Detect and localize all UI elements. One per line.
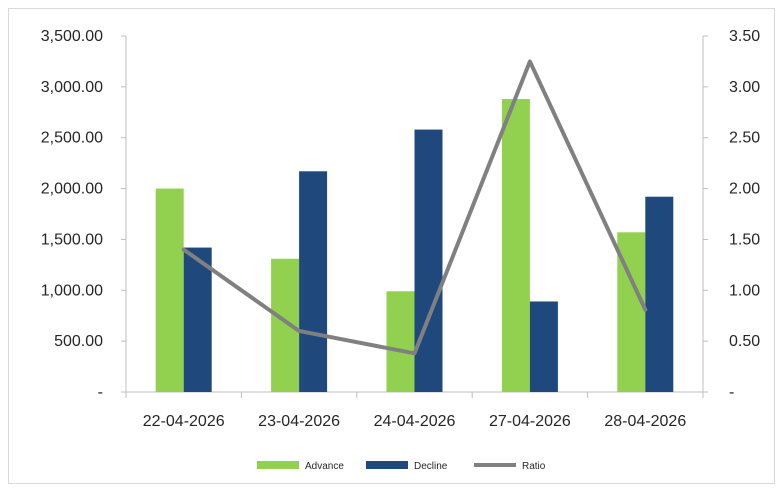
right-tick-label: 1.50 <box>729 231 760 248</box>
left-tick-label: 2,000.00 <box>41 181 103 198</box>
left-tick-label: - <box>98 384 103 401</box>
bar-decline <box>645 196 674 392</box>
bar-advance <box>271 258 300 392</box>
bar-advance <box>501 99 530 392</box>
bar-decline <box>414 129 443 392</box>
right-tick-label: 3.00 <box>729 79 760 96</box>
right-tick-label: 2.00 <box>729 181 760 198</box>
legend-swatch-decline <box>366 461 408 469</box>
right-tick-label: 0.50 <box>729 333 760 350</box>
left-tick-label: 500.00 <box>54 333 103 350</box>
bar-advance <box>155 188 184 392</box>
legend-label-ratio: Ratio <box>522 461 546 472</box>
x-tick-label: 22-04-2026 <box>143 413 225 430</box>
left-tick-label: 3,500.00 <box>41 28 103 45</box>
legend-label-decline: Decline <box>414 461 448 472</box>
x-tick-label: 24-04-2026 <box>374 413 456 430</box>
right-tick-label: - <box>729 384 734 401</box>
left-tick-label: 1,000.00 <box>41 282 103 299</box>
right-tick-label: 2.50 <box>729 130 760 147</box>
bar-decline <box>299 171 328 392</box>
legend-swatch-advance <box>257 461 299 469</box>
x-tick-label: 27-04-2026 <box>489 413 571 430</box>
left-tick-label: 2,500.00 <box>41 130 103 147</box>
bar-decline <box>183 247 212 392</box>
bar-advance <box>386 291 415 392</box>
right-tick-label: 3.50 <box>729 28 760 45</box>
line-ratio <box>181 59 648 356</box>
x-tick-label: 23-04-2026 <box>258 413 340 430</box>
left-tick-label: 3,000.00 <box>41 79 103 96</box>
legend-label-advance: Advance <box>305 461 344 472</box>
right-tick-label: 1.00 <box>729 282 760 299</box>
left-tick-label: 1,500.00 <box>41 231 103 248</box>
x-tick-label: 28-04-2026 <box>604 413 686 430</box>
bar-decline <box>529 301 558 392</box>
